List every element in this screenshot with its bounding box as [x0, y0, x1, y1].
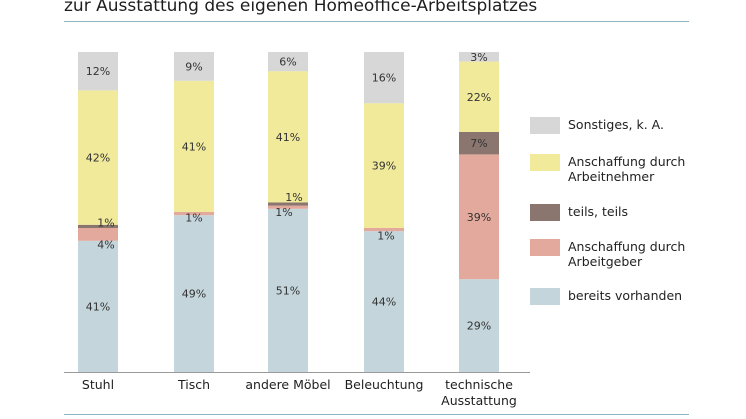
legend-label: Anschaffung durch Arbeitnehmer	[568, 154, 686, 184]
legend-swatch	[530, 204, 560, 221]
legend-swatch	[530, 154, 560, 171]
bar-segment	[78, 90, 118, 225]
data-label: 12%	[86, 65, 110, 78]
legend-label: Sonstiges, k. A.	[568, 117, 664, 132]
bar-segment	[364, 52, 404, 104]
legend-swatch	[530, 117, 560, 134]
data-label: 41%	[86, 300, 110, 313]
bar-segment	[174, 80, 214, 212]
bar-segment	[364, 231, 404, 372]
data-label: 1%	[97, 216, 114, 229]
legend-label: teils, teils	[568, 204, 629, 219]
bar-segment	[459, 154, 499, 280]
data-label: 6%	[279, 56, 296, 69]
top-rule	[64, 21, 689, 22]
category-label: technische Ausstattung	[441, 377, 517, 408]
chart-title: zur Ausstattung des eigenen Homeoffice-A…	[64, 0, 538, 16]
bar-segment	[174, 212, 214, 216]
bar-segment	[174, 52, 214, 81]
legend-label: Anschaffung durch Arbeitgeber	[568, 239, 686, 269]
bar-segment	[268, 52, 308, 72]
data-label: 4%	[97, 238, 114, 251]
bar-segment	[78, 228, 118, 241]
category-label: andere Möbel	[245, 377, 330, 392]
data-label: 3%	[470, 51, 487, 64]
data-label: 39%	[372, 160, 396, 173]
category-label: Stuhl	[82, 377, 114, 392]
bar-segment	[268, 208, 308, 372]
bottom-rule	[64, 414, 689, 415]
bar-segment	[268, 205, 308, 209]
legend-swatch	[530, 239, 560, 256]
data-label: 22%	[467, 91, 491, 104]
bar-segment	[364, 103, 404, 228]
data-label: 49%	[182, 288, 206, 301]
data-label: 44%	[372, 296, 396, 309]
data-label: 1%	[377, 230, 394, 243]
data-label: 1%	[275, 206, 292, 219]
legend-swatch	[530, 288, 560, 305]
data-label: 51%	[276, 284, 300, 297]
bar-segment	[268, 202, 308, 206]
data-label: 41%	[182, 140, 206, 153]
legend-label: bereits vorhanden	[568, 288, 683, 303]
data-label: 41%	[276, 131, 300, 144]
data-label: 16%	[372, 72, 396, 85]
data-label: 39%	[467, 211, 491, 224]
bar-segment	[78, 224, 118, 228]
bar-segment	[174, 215, 214, 372]
bar-segment	[364, 228, 404, 232]
bar-segment	[78, 240, 118, 372]
bar-segment	[78, 52, 118, 91]
bar-segment	[268, 71, 308, 203]
data-label: 29%	[467, 320, 491, 333]
data-label: 9%	[185, 60, 202, 73]
bar-segment	[459, 61, 499, 132]
data-label: 42%	[86, 152, 110, 165]
category-label: Beleuchtung	[345, 377, 424, 392]
bar-segment	[459, 279, 499, 372]
data-label: 1%	[285, 191, 302, 204]
data-label: 7%	[470, 137, 487, 150]
data-label: 1%	[185, 212, 202, 225]
bar-segment	[459, 132, 499, 155]
bar-segment	[459, 52, 499, 62]
category-label: Tisch	[177, 377, 210, 392]
